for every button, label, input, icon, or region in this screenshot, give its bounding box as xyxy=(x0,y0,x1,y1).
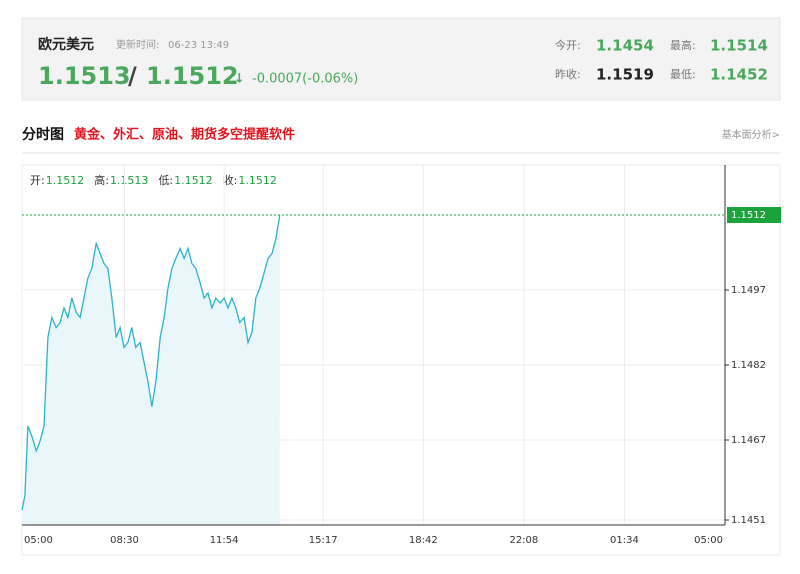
ohlc-value: 1.1513 xyxy=(110,174,149,187)
stat-label: 昨收: xyxy=(555,67,581,81)
ohlc-label: 收: xyxy=(223,173,238,187)
y-tick-label: 1.1497 xyxy=(731,285,766,296)
x-tick-label: 05:00 xyxy=(24,535,53,546)
separator: / xyxy=(128,62,137,90)
price-line xyxy=(21,214,281,511)
stat-label: 最低: xyxy=(670,68,696,81)
x-tick-label: 05:00 xyxy=(694,535,723,546)
x-tick-label: 22:08 xyxy=(509,535,538,546)
area xyxy=(22,215,280,525)
section-title: 分时图 xyxy=(22,126,64,143)
x-tick-label: 11:54 xyxy=(210,535,239,546)
analysis-link[interactable]: 基本面分析> xyxy=(722,128,780,141)
x-tick-label: 15:17 xyxy=(309,535,338,546)
reference-badge xyxy=(727,207,781,223)
stat-label: 今开: xyxy=(555,38,581,52)
update-time: 06-23 13:49 xyxy=(168,40,229,51)
reference-label: 1.1512 xyxy=(731,210,766,221)
stat-value: 1.1454 xyxy=(596,37,654,55)
arrow: ↓ xyxy=(234,72,245,87)
ohlc-value: 1.1512 xyxy=(174,174,213,187)
update-label: 更新时间: xyxy=(116,38,159,51)
ohlc-value: 1.1512 xyxy=(238,174,277,187)
x-tick-label: 08:30 xyxy=(110,535,139,546)
x-tick-label: 01:34 xyxy=(610,535,639,546)
ohlc-value: 1.1512 xyxy=(46,174,85,187)
ask-price: 1.1512 xyxy=(146,62,239,90)
header-box xyxy=(21,17,781,101)
stat-value: 1.1514 xyxy=(710,37,768,55)
stat-value: 1.1519 xyxy=(596,66,654,84)
stat-label: 最高: xyxy=(670,38,696,52)
y-tick-label: 1.1482 xyxy=(731,360,766,371)
ohlc-label: 开: xyxy=(30,174,45,187)
y-tick-label: 1.1451 xyxy=(731,515,766,526)
y-tick-label: 1.1467 xyxy=(731,435,766,446)
promo-link[interactable]: 黄金、外汇、原油、期货多空提醒软件 xyxy=(74,127,295,143)
ohlc-label: 高: xyxy=(94,173,109,187)
stat-value: 1.1452 xyxy=(710,66,768,84)
x-tick-label: 18:42 xyxy=(409,535,438,546)
bid-price: 1.1513 xyxy=(38,62,131,90)
pair-name: 欧元美元 xyxy=(38,36,94,53)
ohlc-label: 低: xyxy=(158,174,173,187)
change: -0.0007(-0.06%) xyxy=(252,72,358,87)
